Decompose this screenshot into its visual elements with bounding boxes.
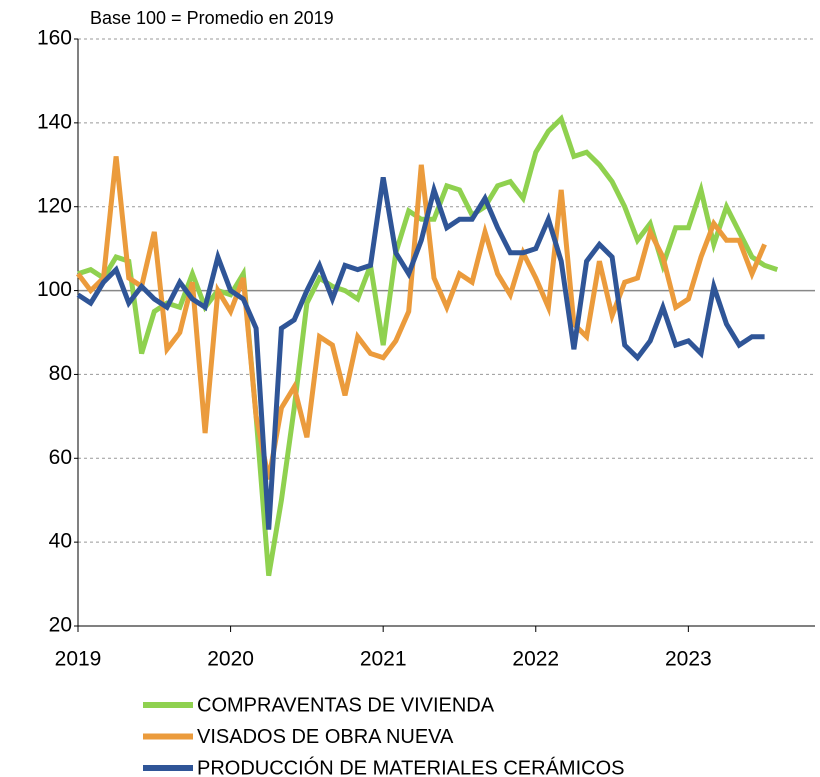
- series-line: [76, 156, 767, 480]
- y-tick-label: 100: [37, 278, 72, 301]
- y-tick-label: 120: [37, 194, 72, 217]
- legend-label: PRODUCCIÓN DE MATERIALES CERÁMICOS: [197, 756, 624, 777]
- series-line: [77, 114, 779, 577]
- x-tick-label: 2019: [55, 648, 102, 671]
- y-tick-label: 40: [49, 530, 72, 553]
- series-line: [76, 176, 765, 530]
- y-tick-label: 60: [49, 446, 72, 469]
- chart-subtitle: Base 100 = Promedio en 2019: [90, 8, 334, 28]
- y-tick-label: 80: [49, 362, 72, 385]
- x-tick-label: 2022: [512, 648, 559, 671]
- y-tick-label: 140: [37, 110, 72, 133]
- legend-label: COMPRAVENTAS DE VIVIENDA: [197, 694, 495, 716]
- y-tick-label: 20: [49, 614, 72, 637]
- x-tick-label: 2020: [207, 648, 254, 671]
- legend-label: VISADOS DE OBRA NUEVA: [197, 726, 454, 748]
- y-tick-label: 160: [37, 27, 72, 50]
- x-tick-label: 2021: [360, 648, 407, 671]
- x-tick-label: 2023: [665, 648, 712, 671]
